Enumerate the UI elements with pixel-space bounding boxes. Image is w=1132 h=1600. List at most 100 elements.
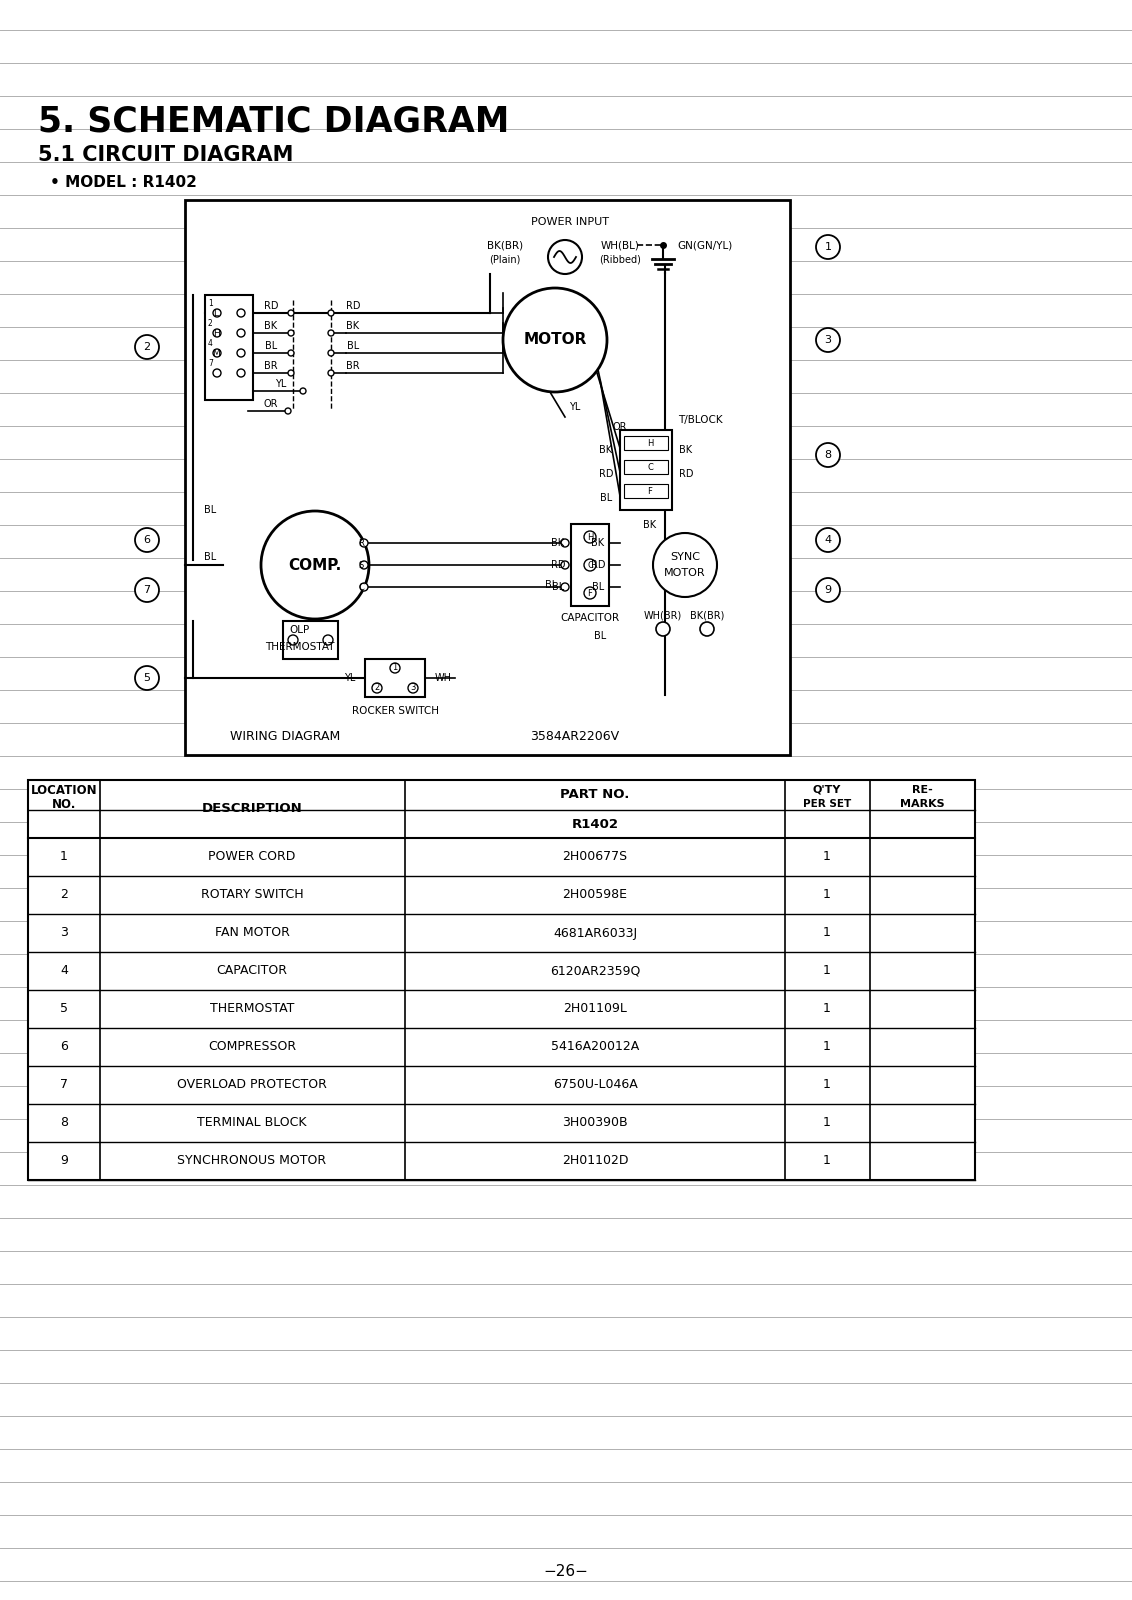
Text: 2H01102D: 2H01102D <box>561 1155 628 1168</box>
Text: BK: BK <box>600 445 612 454</box>
Text: CAPACITOR: CAPACITOR <box>216 965 288 978</box>
Circle shape <box>700 622 714 635</box>
Text: F: F <box>588 589 592 597</box>
Text: BK(BR): BK(BR) <box>689 610 724 619</box>
Text: T/BLOCK: T/BLOCK <box>678 414 722 426</box>
Circle shape <box>584 587 597 598</box>
Circle shape <box>360 539 368 547</box>
Circle shape <box>288 635 298 645</box>
Text: 1: 1 <box>823 1155 831 1168</box>
Text: OVERLOAD PROTECTOR: OVERLOAD PROTECTOR <box>177 1078 327 1091</box>
Circle shape <box>657 622 670 635</box>
Circle shape <box>328 370 334 376</box>
Text: 4: 4 <box>824 534 832 546</box>
Text: THERMOSTAT: THERMOSTAT <box>209 1003 294 1016</box>
Text: 8: 8 <box>824 450 832 461</box>
Text: BK: BK <box>643 520 657 530</box>
Text: 2: 2 <box>208 320 213 328</box>
Circle shape <box>213 370 221 378</box>
Text: RD: RD <box>591 560 606 570</box>
Text: BL: BL <box>592 582 604 592</box>
Text: • MODEL : R1402: • MODEL : R1402 <box>50 174 197 190</box>
Text: DESCRIPTION: DESCRIPTION <box>201 803 302 816</box>
Text: 5416A20012A: 5416A20012A <box>551 1040 640 1053</box>
Circle shape <box>360 562 368 570</box>
Circle shape <box>135 528 158 552</box>
Text: 6: 6 <box>60 1040 68 1053</box>
Circle shape <box>584 531 597 542</box>
Circle shape <box>816 235 840 259</box>
Text: (Ribbed): (Ribbed) <box>599 254 641 264</box>
Circle shape <box>372 683 381 693</box>
Text: 7: 7 <box>208 360 213 368</box>
Text: MOTOR: MOTOR <box>523 333 586 347</box>
Text: 9: 9 <box>60 1155 68 1168</box>
Text: BL: BL <box>552 582 564 592</box>
Text: YL: YL <box>275 379 286 389</box>
Text: M: M <box>212 349 220 357</box>
Text: 1: 1 <box>823 1003 831 1016</box>
Text: BK: BK <box>265 322 277 331</box>
Text: 3584AR2206V: 3584AR2206V <box>531 731 619 744</box>
Text: OR: OR <box>264 398 278 410</box>
Circle shape <box>237 330 245 338</box>
Text: BR: BR <box>264 362 277 371</box>
Circle shape <box>288 310 294 317</box>
Text: 6120AR2359Q: 6120AR2359Q <box>550 965 641 978</box>
Circle shape <box>816 578 840 602</box>
Circle shape <box>328 330 334 336</box>
Text: BL: BL <box>265 341 277 350</box>
Text: 3H00390B: 3H00390B <box>563 1117 628 1130</box>
Text: BK: BK <box>346 322 360 331</box>
Text: 1: 1 <box>823 1117 831 1130</box>
Text: POWER INPUT: POWER INPUT <box>531 218 609 227</box>
Text: RD: RD <box>551 560 565 570</box>
Text: OLP: OLP <box>290 626 310 635</box>
Text: R1402: R1402 <box>572 818 618 830</box>
Text: 2: 2 <box>144 342 151 352</box>
Circle shape <box>237 370 245 378</box>
Text: C: C <box>648 462 653 472</box>
Circle shape <box>135 334 158 358</box>
Bar <box>283 621 338 659</box>
Circle shape <box>213 330 221 338</box>
Text: PART NO.: PART NO. <box>560 789 629 802</box>
Text: 6750U-L046A: 6750U-L046A <box>552 1078 637 1091</box>
Text: BR: BR <box>346 362 360 371</box>
Text: BL: BL <box>346 341 359 350</box>
Circle shape <box>360 582 368 590</box>
Text: CAPACITOR: CAPACITOR <box>560 613 619 622</box>
Circle shape <box>561 582 569 590</box>
Text: 5. SCHEMATIC DIAGRAM: 5. SCHEMATIC DIAGRAM <box>38 106 509 139</box>
Text: 2: 2 <box>60 888 68 901</box>
Circle shape <box>816 328 840 352</box>
Text: ROCKER SWITCH: ROCKER SWITCH <box>352 706 438 717</box>
Text: 4: 4 <box>60 965 68 978</box>
Circle shape <box>328 310 334 317</box>
Text: 4681AR6033J: 4681AR6033J <box>552 926 637 939</box>
Text: 9: 9 <box>824 586 832 595</box>
Circle shape <box>408 683 418 693</box>
Text: YL: YL <box>344 674 355 683</box>
Text: WH(BL): WH(BL) <box>601 240 640 250</box>
Circle shape <box>135 666 158 690</box>
Bar <box>185 200 790 755</box>
Circle shape <box>816 528 840 552</box>
Text: Q'TY: Q'TY <box>813 786 841 795</box>
Bar <box>571 525 609 606</box>
Bar <box>620 430 672 510</box>
Text: WH: WH <box>435 674 452 683</box>
Bar <box>28 781 975 1181</box>
Circle shape <box>561 539 569 547</box>
Text: R: R <box>358 539 363 547</box>
Circle shape <box>213 349 221 357</box>
Text: NO.: NO. <box>52 797 76 811</box>
Circle shape <box>213 309 221 317</box>
Text: COMPRESSOR: COMPRESSOR <box>208 1040 297 1053</box>
Text: RD: RD <box>599 469 614 478</box>
Text: H: H <box>586 533 593 541</box>
Circle shape <box>328 350 334 357</box>
Text: OR: OR <box>612 422 627 432</box>
Text: (Plain): (Plain) <box>489 254 521 264</box>
Text: 2H01109L: 2H01109L <box>563 1003 627 1016</box>
